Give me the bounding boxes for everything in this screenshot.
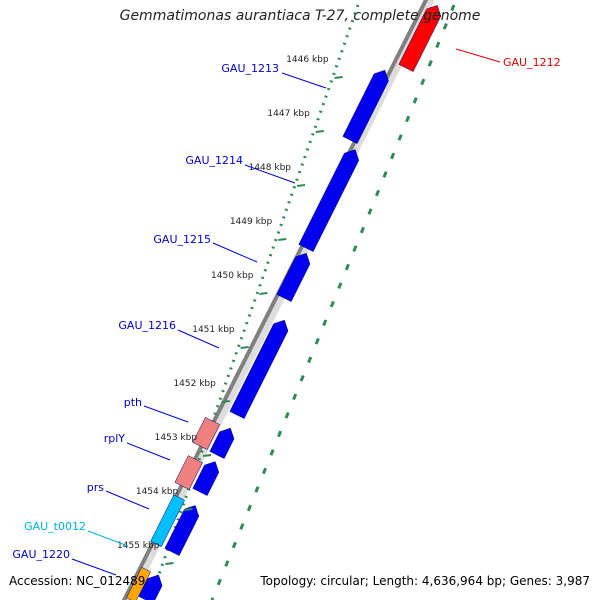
position-tick-mark — [315, 130, 324, 133]
gene-label-leader — [281, 72, 327, 89]
position-tick-mark — [184, 508, 193, 511]
position-tick-label: 1453 kbp — [155, 433, 198, 443]
gene-gau-1220-orange-shape — [126, 567, 152, 600]
gene-label-leader — [143, 405, 189, 423]
position-tick-mark — [334, 76, 343, 79]
gene-gau-1216-shape — [229, 319, 289, 419]
accession-text: Accession: NC_012489 — [9, 574, 146, 588]
gene-gau-t0012-shape — [150, 494, 185, 548]
gene-label-leader — [212, 242, 258, 263]
position-tick-label: 1447 kbp — [267, 109, 310, 119]
gene-label: GAU_1216 — [118, 319, 176, 332]
gene-gau-1213-shape — [342, 69, 389, 144]
gene-gau-1215-shape — [276, 252, 311, 302]
position-tick-label: 1455 kbp — [117, 541, 160, 551]
position-tick-label: 1446 kbp — [286, 55, 329, 65]
position-tick-mark — [221, 400, 230, 403]
gene-label: GAU_t0012 — [24, 520, 86, 533]
gene-prs-shape — [164, 505, 200, 556]
outer-dotted-ring — [210, 4, 456, 600]
position-tick-mark — [278, 238, 287, 241]
gene-label-leader — [455, 48, 501, 63]
gene-label: rplY — [104, 432, 126, 445]
map-title: Gemmatimonas aurantiaca T-27, complete g… — [119, 8, 481, 24]
gene-label-leader — [105, 490, 150, 510]
gene-label: GAU_1214 — [185, 154, 243, 167]
gene-label-leader — [87, 530, 129, 547]
gene-pth-rna-shape — [192, 417, 221, 450]
position-tick-label: 1449 kbp — [230, 217, 273, 227]
gene-label-leader — [126, 442, 171, 461]
position-tick-label: 1448 kbp — [249, 163, 292, 173]
position-tick-mark — [259, 292, 268, 295]
gene-label: pth — [124, 396, 142, 409]
gene-label: GAU_1212 — [503, 56, 561, 69]
position-tick-label: 1454 kbp — [136, 487, 179, 497]
gene-label: GAU_1220 — [12, 548, 70, 561]
inner-dotted-ring — [148, 4, 360, 600]
gene-label: GAU_1213 — [221, 62, 279, 75]
position-tick-mark — [165, 562, 174, 565]
position-tick-mark — [202, 454, 212, 457]
position-tick-label: 1452 kbp — [173, 379, 216, 389]
position-tick-label: 1451 kbp — [192, 325, 235, 335]
gene-label: GAU_1215 — [153, 233, 211, 246]
position-tick-label: 1450 kbp — [211, 271, 254, 281]
summary-text: Topology: circular; Length: 4,636,964 bp… — [260, 574, 590, 588]
gene-rply-shape — [192, 461, 220, 496]
gene-rply-rna-shape — [174, 455, 203, 490]
gene-gau-1214-shape — [298, 149, 360, 252]
gene-label: prs — [87, 481, 105, 494]
gene-pth-shape — [209, 427, 235, 459]
gene-label-leader — [71, 558, 117, 576]
gene-gau-1220-shape — [138, 574, 163, 600]
gene-gau-1212-shape — [398, 5, 442, 72]
position-tick-mark — [240, 346, 249, 349]
position-tick-mark — [296, 184, 306, 187]
gene-label-leader — [244, 164, 296, 184]
gene-label-leader — [177, 329, 220, 349]
